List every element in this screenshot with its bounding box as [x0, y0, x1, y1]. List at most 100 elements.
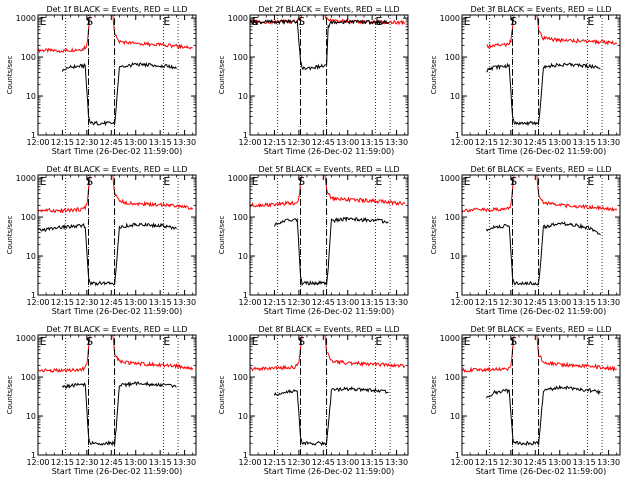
- series-line-lld: [486, 14, 618, 49]
- y-tick-label: 100: [445, 53, 460, 62]
- y-axis-label: Counts/sec: [218, 376, 226, 415]
- y-tick-label: 100: [445, 213, 460, 222]
- series-line-events: [61, 61, 177, 127]
- x-tick-label: 12:15: [263, 138, 286, 147]
- y-tick-label: 1000: [16, 174, 36, 183]
- x-tick-label: 12:30: [287, 138, 310, 147]
- x-tick-label: 12:15: [475, 458, 498, 467]
- event-marker-e: E: [464, 175, 471, 188]
- x-tick-label: 12:45: [100, 458, 123, 467]
- event-marker-e: E: [163, 175, 170, 188]
- event-marker-s: S: [510, 15, 517, 28]
- y-tick-label: 10: [450, 412, 460, 421]
- event-marker-e: E: [375, 15, 382, 28]
- x-tick-label: 13:30: [597, 138, 620, 147]
- y-axis-label: Counts/sec: [430, 216, 438, 255]
- x-tick-label: 13:30: [385, 138, 408, 147]
- x-tick-label: 12:45: [312, 298, 335, 307]
- x-axis-label: Start Time (26-Dec-02 11:59:00): [52, 467, 183, 476]
- series-line-lld: [37, 14, 193, 54]
- x-tick-label: 12:45: [100, 138, 123, 147]
- event-marker-e: E: [375, 335, 382, 348]
- x-axis-label: Start Time (26-Dec-02 11:59:00): [476, 147, 607, 156]
- event-marker-e: E: [252, 335, 259, 348]
- event-marker-s: S: [298, 15, 305, 28]
- x-tick-label: 12:30: [287, 298, 310, 307]
- x-tick-label: 13:30: [385, 458, 408, 467]
- y-tick-label: 100: [21, 53, 36, 62]
- x-tick-label: 13:30: [173, 458, 196, 467]
- event-marker-e: E: [163, 335, 170, 348]
- event-marker-e: E: [587, 335, 594, 348]
- x-tick-label: 13:15: [573, 138, 596, 147]
- x-tick-label: 12:00: [238, 138, 261, 147]
- x-tick-label: 12:00: [238, 458, 261, 467]
- event-marker-e: E: [464, 335, 471, 348]
- panel-title: Det 8f BLACK = Events, RED = LLD: [258, 325, 399, 334]
- event-marker-s: S: [510, 175, 517, 188]
- x-tick-label: 12:30: [75, 458, 98, 467]
- x-tick-label: 12:45: [312, 138, 335, 147]
- event-marker-e: E: [40, 175, 47, 188]
- y-tick-label: 10: [238, 252, 248, 261]
- detector-panel-3: Det 3f BLACK = Events, RED = LLD 1 10 100 10…: [430, 5, 621, 156]
- x-axis-label: Start Time (26-Dec-02 11:59:00): [476, 307, 607, 316]
- x-axis-label: Start Time (26-Dec-02 11:59:00): [52, 147, 183, 156]
- panel-title: Det 2f BLACK = Events, RED = LLD: [258, 5, 399, 14]
- x-tick-label: 12:00: [450, 298, 473, 307]
- x-axis-label: Start Time (26-Dec-02 11:59:00): [264, 307, 395, 316]
- x-tick-label: 13:15: [573, 458, 596, 467]
- plot-frame: [37, 14, 197, 136]
- event-marker-e: E: [587, 15, 594, 28]
- panel-title: Det 4f BLACK = Events, RED = LLD: [46, 165, 187, 174]
- y-tick-label: 10: [238, 92, 248, 101]
- x-tick-label: 12:00: [450, 138, 473, 147]
- x-tick-label: 12:15: [263, 298, 286, 307]
- x-tick-label: 12:45: [312, 458, 335, 467]
- x-tick-label: 12:15: [51, 138, 74, 147]
- series-line-lld: [461, 334, 617, 373]
- series-line-lld: [249, 334, 406, 372]
- y-tick-label: 10: [238, 412, 248, 421]
- panel-title: Det 5f BLACK = Events, RED = LLD: [258, 165, 399, 174]
- x-axis-label: Start Time (26-Dec-02 11:59:00): [52, 307, 183, 316]
- panel-title: Det 1f BLACK = Events, RED = LLD: [46, 5, 187, 14]
- x-tick-label: 12:00: [26, 138, 49, 147]
- x-tick-label: 12:00: [26, 458, 49, 467]
- y-axis-label: Counts/sec: [218, 56, 226, 95]
- x-tick-label: 13:15: [149, 138, 172, 147]
- detector-panel-7: Det 7f BLACK = Events, RED = LLD 1 10 100 10…: [6, 325, 197, 476]
- x-tick-label: 13:15: [149, 298, 172, 307]
- series-line-events: [273, 216, 389, 287]
- y-tick-label: 1: [455, 291, 460, 300]
- x-tick-label: 12:15: [475, 298, 498, 307]
- y-tick-label: 1000: [440, 174, 460, 183]
- series-line-events: [485, 221, 601, 286]
- plot-frame: [249, 14, 409, 136]
- x-tick-label: 12:15: [475, 138, 498, 147]
- y-tick-label: 1000: [16, 334, 36, 343]
- x-tick-label: 13:30: [385, 298, 408, 307]
- detector-panel-1: Det 1f BLACK = Events, RED = LLD 1 10 100 10…: [6, 5, 197, 156]
- series-line-events: [61, 380, 177, 447]
- x-tick-label: 13:15: [573, 298, 596, 307]
- event-marker-e: E: [587, 175, 594, 188]
- x-tick-label: 13:00: [548, 298, 571, 307]
- y-axis-label: Counts/sec: [218, 216, 226, 255]
- x-axis-label: Start Time (26-Dec-02 11:59:00): [476, 467, 607, 476]
- y-axis-label: Counts/sec: [6, 376, 14, 415]
- plot-frame: [461, 14, 621, 136]
- series-line-events: [37, 222, 177, 287]
- panel-title: Det 6f BLACK = Events, RED = LLD: [470, 165, 611, 174]
- x-tick-label: 13:30: [173, 138, 196, 147]
- plot-frame: [37, 334, 197, 456]
- x-tick-label: 12:45: [524, 458, 547, 467]
- x-tick-label: 13:00: [124, 138, 147, 147]
- x-tick-label: 13:30: [173, 298, 196, 307]
- series-line-events: [249, 18, 389, 71]
- x-tick-label: 12:30: [287, 458, 310, 467]
- x-tick-label: 13:00: [124, 458, 147, 467]
- x-tick-label: 13:15: [361, 138, 384, 147]
- series-line-events: [486, 62, 601, 127]
- x-tick-label: 12:45: [524, 298, 547, 307]
